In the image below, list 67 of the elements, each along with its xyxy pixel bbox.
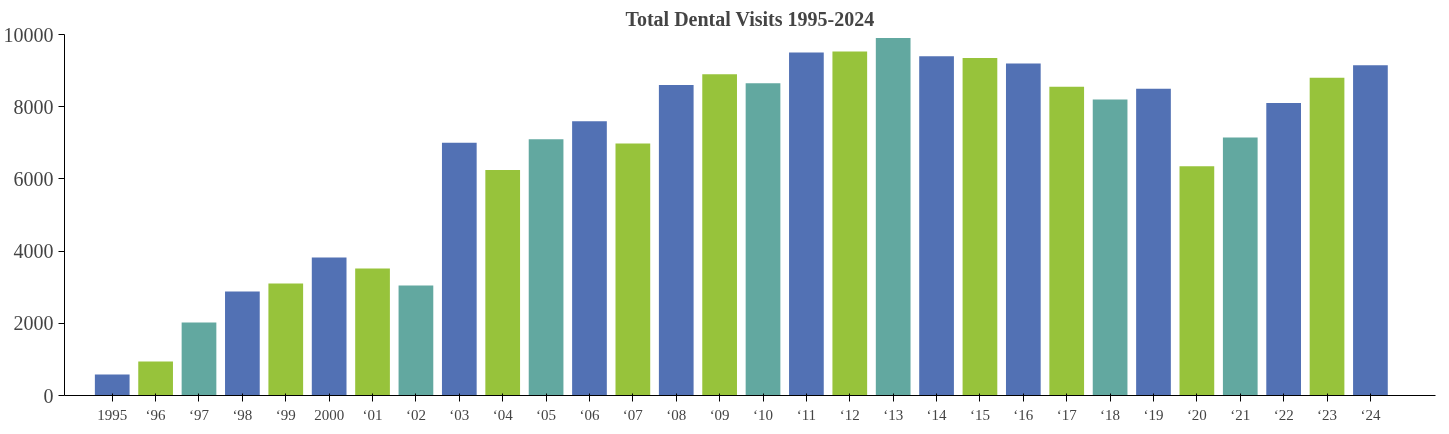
bar [615,143,651,396]
bar [1092,99,1128,396]
bar [94,374,130,396]
x-tick-label: ‘12 [839,406,860,423]
x-tick-label: 2000 [314,406,345,423]
y-tick-label: 6000 [13,167,54,190]
bar [745,83,781,396]
bar [1309,77,1345,396]
x-tick-label: ‘01 [362,406,383,423]
y-tick-label: 8000 [13,95,54,118]
bar [528,139,564,396]
x-tick-label: ‘02 [405,406,426,423]
chart-title: Total Dental Visits 1995-2024 [625,7,875,30]
x-tick-label: ‘17 [1056,406,1078,423]
x-tick-label: ‘96 [145,406,167,423]
y-tick-label: 0 [43,384,54,407]
bar [181,322,217,396]
bar [832,51,868,396]
x-tick-label: ‘18 [1100,406,1121,423]
x-tick-label: 1995 [97,406,128,423]
x-tick-label: ‘15 [969,406,990,423]
bar [875,38,911,396]
y-tick-label: 10000 [3,23,54,46]
x-tick-label: ‘06 [579,406,600,423]
bar [311,257,347,396]
bar [789,52,824,396]
bar [485,169,521,396]
bar [962,57,998,396]
x-tick-label: ‘05 [536,406,557,423]
bar [1136,88,1171,396]
bar [355,268,390,396]
x-tick-label: ‘21 [1230,406,1251,423]
bar [268,283,304,396]
bar [441,142,477,396]
bar [1266,103,1301,396]
x-tick-label: ‘19 [1143,406,1164,423]
bar [1049,86,1085,396]
bar [225,291,260,396]
bar [658,85,694,396]
x-tick-label: ‘16 [1013,406,1034,423]
bar [1353,65,1388,396]
x-tick-label: ‘13 [883,406,904,423]
y-tick-label: 2000 [13,312,54,335]
bar [572,121,607,396]
x-tick-label: ‘14 [926,406,948,423]
bar [1179,166,1215,396]
x-tick-label: ‘98 [232,406,253,423]
x-tick-label: ‘23 [1317,406,1338,423]
x-tick-label: ‘04 [492,406,514,423]
bar [1005,63,1041,396]
x-tick-label: ‘07 [622,406,644,423]
x-tick-label: ‘99 [275,406,296,423]
x-tick-label: ‘09 [709,406,730,423]
x-tick-label: ‘10 [753,406,774,423]
y-tick-label: 4000 [13,240,54,263]
bar [919,56,954,396]
x-tick-label: ‘22 [1273,406,1294,423]
bar [398,285,434,396]
bar [702,74,737,396]
x-tick-label: ‘24 [1360,406,1381,423]
bar [138,361,173,396]
x-tick-label: ‘97 [189,406,210,423]
x-tick-label: ‘03 [449,406,470,423]
bar [1222,137,1258,396]
x-tick-label: ‘20 [1186,406,1207,423]
x-tick-label: ‘11 [796,406,817,423]
x-tick-label: ‘08 [666,406,687,423]
